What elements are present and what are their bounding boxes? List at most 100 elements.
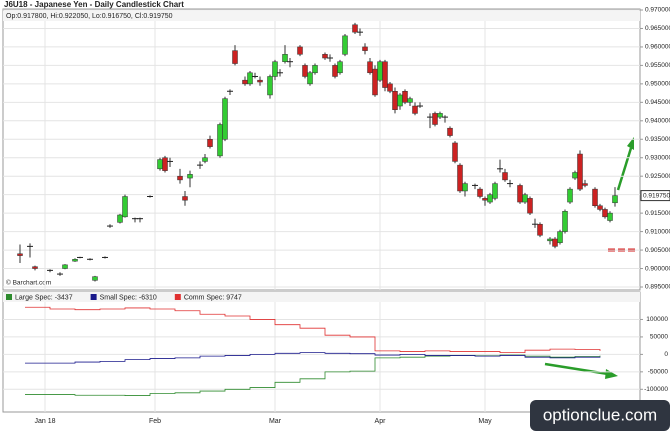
- candle-body: [562, 211, 568, 232]
- candle-body: [592, 188, 598, 206]
- candle-body: [517, 185, 523, 203]
- legend-swatch: [174, 294, 181, 300]
- candle-body: [387, 83, 393, 92]
- x-tick-label: Mar: [269, 418, 282, 425]
- candle-body: [337, 61, 343, 74]
- candle-body: [407, 98, 413, 103]
- source: © Barchart.com: [6, 279, 51, 287]
- legend-swatch: [90, 294, 97, 300]
- legend-label: Comm Spec: 9747: [184, 294, 242, 301]
- watermark-box: [530, 400, 670, 431]
- candle-body: [17, 253, 23, 256]
- x-tick-label: Apr: [375, 418, 387, 425]
- candle-body: [397, 94, 403, 107]
- y-tick-label: 0.955000: [645, 62, 670, 69]
- candle-body: [377, 61, 383, 81]
- candle-body: [607, 212, 613, 221]
- candle-body: [572, 172, 578, 179]
- candle-body: [487, 194, 493, 203]
- candle-body: [267, 76, 273, 96]
- candle-body: [297, 46, 303, 55]
- y-tick-label: 0: [664, 351, 668, 358]
- candle-body: [392, 91, 398, 110]
- candle-body: [257, 79, 263, 83]
- candle-body: [332, 65, 338, 77]
- candle-body: [527, 198, 533, 214]
- candle-body: [547, 238, 553, 242]
- candle-body: [307, 72, 313, 85]
- candle-body: [502, 172, 508, 181]
- candle-body: [182, 196, 188, 201]
- candle-body: [372, 68, 378, 96]
- candle-body: [492, 183, 498, 199]
- y-tick-label: 0.905000: [645, 247, 670, 254]
- candle-body: [577, 153, 583, 190]
- legend-label: Large Spec: -3437: [15, 294, 73, 301]
- y-tick-label: 0.935000: [645, 136, 670, 143]
- candle-body: [187, 174, 193, 179]
- candle-body: [462, 183, 468, 192]
- candle-body: [432, 113, 438, 125]
- candle-body: [567, 188, 573, 203]
- candle-body: [302, 65, 308, 77]
- y-tick-label: -50000: [648, 369, 669, 376]
- y-tick-label: 0.970000: [645, 7, 670, 14]
- candle-body: [62, 264, 68, 269]
- candle-body: [72, 259, 78, 262]
- legend-swatch: [6, 294, 12, 300]
- candle-body: [457, 164, 463, 192]
- y-tick-label: -100000: [644, 386, 668, 393]
- legend-label: Small Spec: -6310: [100, 294, 157, 301]
- candle-body: [382, 61, 388, 88]
- watermark: optionclue.com: [543, 405, 657, 424]
- candle-body: [352, 24, 358, 33]
- y-tick-label: 0.925000: [645, 173, 670, 180]
- candle-body: [207, 139, 213, 147]
- y-tick-label: 0.960000: [645, 44, 670, 51]
- y-tick-label: 0.895000: [645, 284, 670, 291]
- candle-body: [282, 54, 288, 62]
- x-tick-label: Feb: [149, 418, 161, 425]
- y-tick-label: 0.940000: [645, 118, 670, 125]
- series-line: [25, 352, 601, 364]
- candle-body: [342, 35, 348, 55]
- legend-bar: [3, 292, 640, 302]
- candle-body: [537, 223, 543, 236]
- candle-body: [602, 209, 608, 218]
- candle-body: [477, 188, 483, 197]
- y-tick-label: 0.950000: [645, 81, 670, 88]
- candle-body: [322, 54, 328, 59]
- up-arrow: [616, 147, 633, 191]
- candle-body: [247, 72, 253, 85]
- main-frame: [2, 8, 641, 291]
- candle-body: [217, 124, 223, 157]
- candle-body: [362, 46, 368, 51]
- y-tick-label: 0.930000: [645, 154, 670, 161]
- up-arrow-head: [627, 137, 634, 150]
- candle-body: [367, 61, 373, 74]
- candle-body: [202, 157, 208, 162]
- candle-body: [522, 194, 528, 203]
- y-tick-label: 0.945000: [645, 99, 670, 106]
- candle-body: [557, 231, 563, 243]
- y-tick-label: 100000: [646, 316, 668, 323]
- x-tick-label: May: [478, 418, 492, 425]
- candle-body: [552, 238, 558, 247]
- candle-body: [162, 157, 168, 171]
- candle-body: [32, 266, 38, 269]
- ohlc-bar: [3, 11, 640, 21]
- candle-body: [177, 175, 183, 181]
- y-tick-label: 0.900000: [645, 265, 670, 272]
- last-price-box: [640, 190, 670, 202]
- candle-body: [312, 65, 318, 74]
- y-tick-label: 0.915000: [645, 210, 670, 217]
- candle-body: [597, 205, 603, 210]
- candle-body: [412, 105, 418, 114]
- candle-body: [437, 113, 443, 118]
- candle-body: [122, 196, 128, 218]
- candle-body: [222, 98, 228, 140]
- last-price-label: 0.919750: [643, 192, 670, 199]
- candle-body: [402, 91, 408, 103]
